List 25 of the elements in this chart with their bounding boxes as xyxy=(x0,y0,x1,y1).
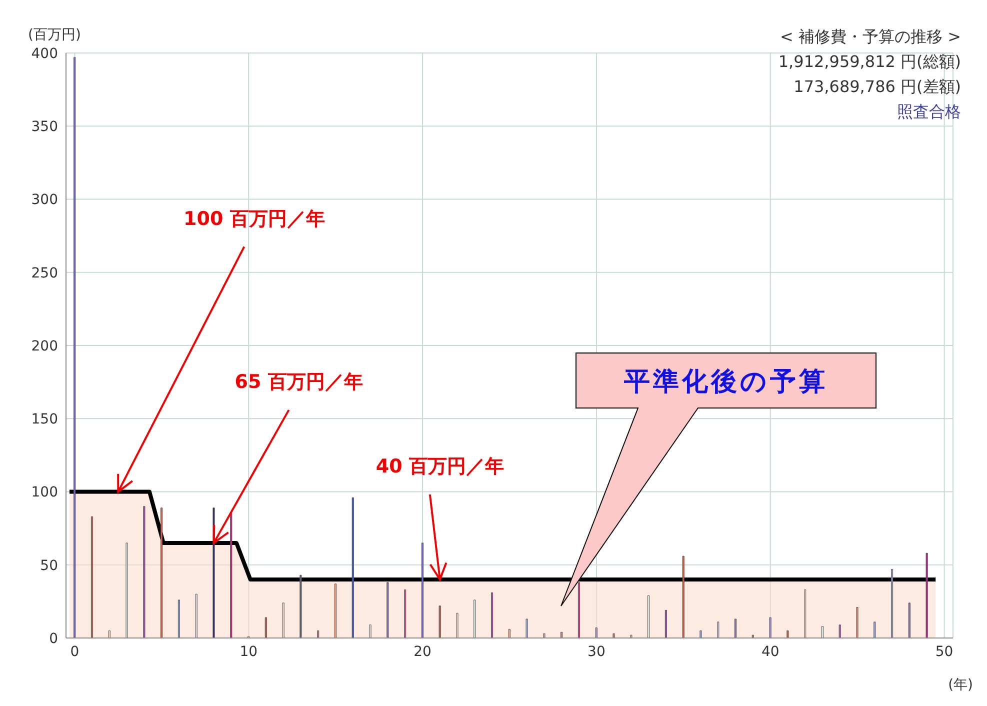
annotation: 65 百万円／年 xyxy=(234,370,363,393)
x-tick-label: 0 xyxy=(70,644,80,660)
y-tick-label: 0 xyxy=(49,630,58,647)
x-tick-label: 30 xyxy=(588,644,606,660)
y-tick-label: 250 xyxy=(31,265,58,282)
y-tick-label: 150 xyxy=(31,412,58,428)
y-tick-label: 300 xyxy=(31,192,58,208)
y-tick-label: 350 xyxy=(31,119,58,136)
x-tick-label: 40 xyxy=(761,644,780,660)
annotation: 平準化後の予算 xyxy=(623,367,828,397)
x-tick-label: 20 xyxy=(414,644,432,660)
y-tick-label: 200 xyxy=(31,338,58,354)
y-tick-label: 400 xyxy=(31,46,58,62)
y-tick-label: 100 xyxy=(31,484,58,501)
annotation: 40 百万円／年 xyxy=(376,456,504,478)
annotation: 照査合格 xyxy=(896,101,961,123)
x-tick-label: 50 xyxy=(935,644,954,660)
annotation: 173,689,786 円(差額) xyxy=(792,76,961,98)
x-axis-title: (年) xyxy=(948,676,973,694)
annotation: 1,912,959,812 円(総額) xyxy=(778,51,961,73)
annotation: 100 百万円／年 xyxy=(184,208,325,230)
y-axis-title: (百万円) xyxy=(28,26,81,44)
y-tick-label: 50 xyxy=(40,558,58,574)
chart-title: < 補修費・予算の推移 > xyxy=(779,26,961,48)
x-tick-label: 10 xyxy=(240,644,258,660)
